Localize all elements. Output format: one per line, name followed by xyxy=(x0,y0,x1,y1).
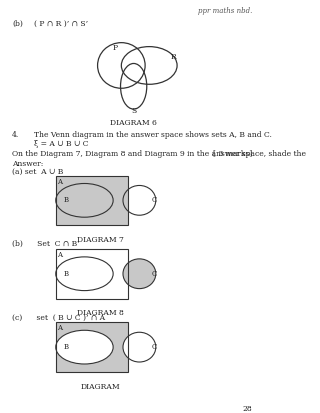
Text: DIAGRAM 6: DIAGRAM 6 xyxy=(110,119,157,127)
Text: C: C xyxy=(152,196,157,204)
Text: The Venn diagram in the answer space shows sets A, B and C.: The Venn diagram in the answer space sho… xyxy=(35,131,272,139)
Text: ξ = A ∪ B ∪ C: ξ = A ∪ B ∪ C xyxy=(35,140,89,147)
Text: On the Diagram 7, Diagram 8 and Diagram 9 in the answer space, shade the: On the Diagram 7, Diagram 8 and Diagram … xyxy=(12,150,306,157)
Text: Answer:: Answer: xyxy=(12,159,44,167)
Bar xyxy=(56,323,128,372)
Ellipse shape xyxy=(56,184,113,218)
Text: DIAGRAM: DIAGRAM xyxy=(80,382,120,390)
Text: A: A xyxy=(57,323,62,332)
Ellipse shape xyxy=(123,332,156,362)
Text: (a) set  A ∪ B: (a) set A ∪ B xyxy=(12,167,64,175)
Text: ppr maths nbd.: ppr maths nbd. xyxy=(198,7,252,15)
Text: ( P ∩ R )’ ∩ S’: ( P ∩ R )’ ∩ S’ xyxy=(35,20,89,28)
Text: 28: 28 xyxy=(243,404,252,412)
Text: C: C xyxy=(152,342,157,350)
Text: R: R xyxy=(171,52,177,60)
Text: A: A xyxy=(57,177,62,185)
Text: DIAGRAM 7: DIAGRAM 7 xyxy=(76,235,124,244)
Ellipse shape xyxy=(123,259,156,289)
Bar xyxy=(56,323,128,372)
Text: B: B xyxy=(64,196,69,204)
Text: B: B xyxy=(64,269,69,277)
Text: (c)      set  ( B ∪ C )’ ∩ A: (c) set ( B ∪ C )’ ∩ A xyxy=(12,313,105,320)
Text: 4.: 4. xyxy=(12,131,20,139)
Bar xyxy=(56,176,128,225)
Text: P: P xyxy=(112,43,117,52)
Text: S: S xyxy=(131,107,136,115)
Ellipse shape xyxy=(56,330,113,364)
Text: (b): (b) xyxy=(12,20,23,28)
Text: B: B xyxy=(64,342,69,350)
Text: DIAGRAM 8: DIAGRAM 8 xyxy=(76,309,124,317)
Text: (b)      Set  C ∩ B’: (b) Set C ∩ B’ xyxy=(12,240,80,247)
Text: [ 3 marks]: [ 3 marks] xyxy=(213,150,252,157)
Bar xyxy=(56,249,128,299)
Text: A: A xyxy=(57,250,62,258)
Text: C: C xyxy=(152,269,157,277)
Ellipse shape xyxy=(56,257,113,291)
Bar xyxy=(56,176,128,225)
